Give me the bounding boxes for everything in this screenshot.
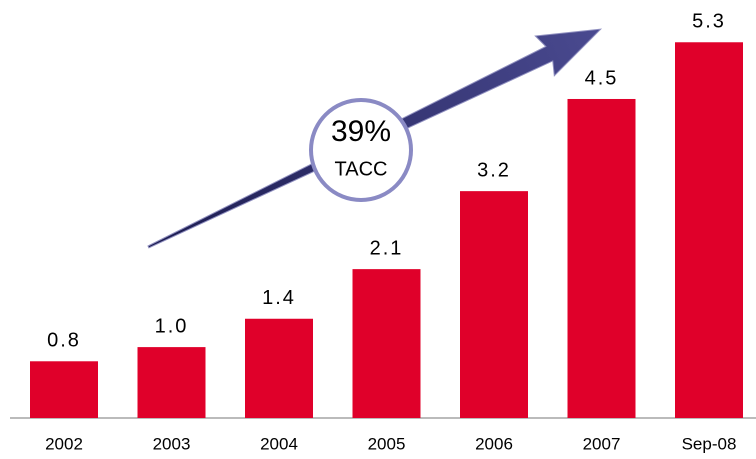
value-label: 4.5 (585, 67, 619, 89)
bar (675, 42, 743, 419)
value-label: 5.3 (692, 11, 726, 33)
value-label: 2.1 (370, 237, 404, 259)
x-tick-label: 2006 (475, 434, 513, 453)
value-label: 1.0 (155, 315, 189, 337)
value-label: 1.4 (262, 287, 296, 309)
bar (137, 347, 206, 418)
x-tick-label: 2005 (368, 434, 406, 453)
value-label: 0.8 (47, 330, 81, 352)
x-tick-label: 2004 (260, 434, 298, 453)
bar (352, 269, 421, 418)
x-tick-label: 2003 (153, 434, 191, 453)
annotation: 39% (331, 115, 391, 148)
annotation-circle (309, 98, 413, 202)
x-tick-label: 2007 (583, 434, 621, 453)
bar (245, 318, 313, 418)
x-tick-label: Sep-08 (682, 434, 737, 453)
bar (30, 361, 98, 418)
bar (567, 98, 636, 418)
bar (460, 191, 528, 418)
x-tick-label: 2002 (45, 434, 83, 453)
annotation: TACC (335, 158, 388, 180)
value-label: 3.2 (477, 159, 511, 181)
